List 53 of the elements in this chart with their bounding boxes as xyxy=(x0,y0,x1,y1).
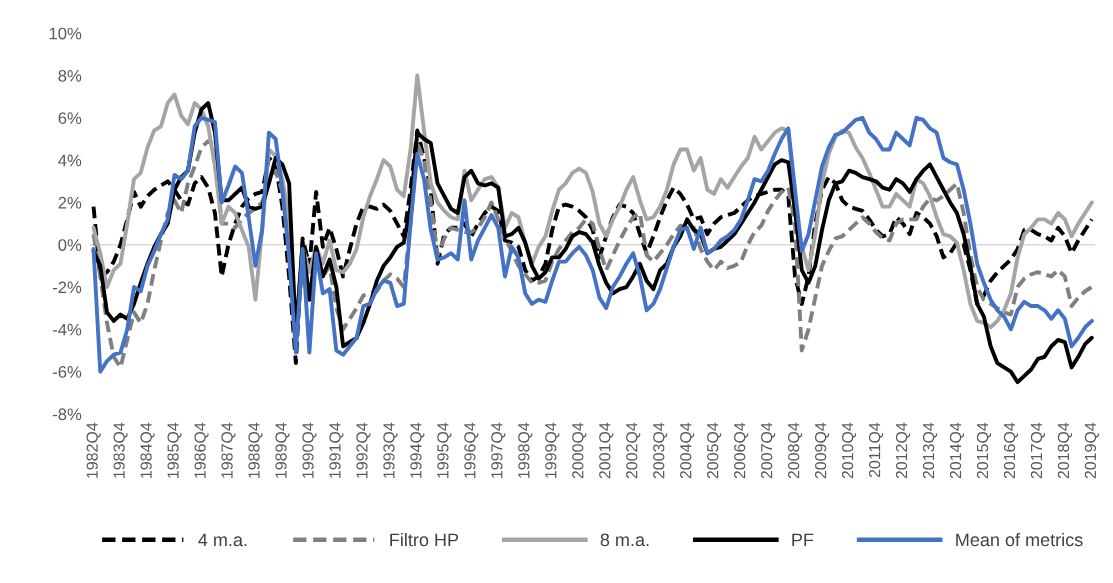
x-tick-label: 1982Q4 xyxy=(86,422,101,478)
x-tick-label: 1999Q4 xyxy=(545,422,560,478)
x-tick-label: 2001Q4 xyxy=(599,422,614,479)
x-tick-label: 2019Q4 xyxy=(1084,422,1099,479)
y-tick-label: -4% xyxy=(52,323,82,336)
x-tick-label: 2002Q4 xyxy=(626,422,641,479)
legend-label: 4 m.a. xyxy=(198,533,247,547)
x-tick-label: 2018Q4 xyxy=(1057,422,1072,479)
y-tick-label: 4% xyxy=(58,154,82,167)
x-tick-label: 2009Q4 xyxy=(814,422,830,479)
x-tick-label: 1989Q4 xyxy=(275,422,290,478)
legend-label: Mean of metrics xyxy=(956,532,1083,547)
x-tick-label: 2012Q4 xyxy=(895,422,911,479)
y-tick-label: 6% xyxy=(58,112,82,125)
x-tick-label: 2006Q4 xyxy=(734,422,749,479)
x-tick-label: 2011Q4 xyxy=(868,422,884,478)
legend-label: Filtro HP xyxy=(390,532,459,547)
x-tick-label: 1992Q4 xyxy=(356,422,371,478)
x-tick-label: 2013Q4 xyxy=(922,422,938,479)
legend-label: 8 m.a. xyxy=(600,533,649,547)
x-tick-label: 2000Q4 xyxy=(572,422,587,479)
x-tick-label: 1998Q4 xyxy=(518,422,533,478)
x-tick-label: 1993Q4 xyxy=(383,422,398,478)
x-tick-label: 1988Q4 xyxy=(248,422,263,478)
y-tick-label: 8% xyxy=(58,69,82,82)
x-tick-label: 2014Q4 xyxy=(949,422,965,479)
x-tick-label: 1985Q4 xyxy=(167,422,182,478)
y-tick-label: -8% xyxy=(52,408,82,421)
x-tick-label: 1990Q4 xyxy=(302,422,317,478)
x-tick-label: 1994Q4 xyxy=(410,422,425,478)
x-tick-label: 1983Q4 xyxy=(113,422,128,478)
x-tick-label: 2005Q4 xyxy=(707,422,722,479)
y-tick-label: 0% xyxy=(58,239,82,251)
y-tick-label: -6% xyxy=(52,366,82,378)
x-tick-label: 1986Q4 xyxy=(194,422,209,478)
x-tick-label: 1984Q4 xyxy=(140,422,155,478)
x-tick-label: 2007Q4 xyxy=(761,422,776,479)
x-tick-label: 2016Q4 xyxy=(1003,422,1019,479)
x-tick-label: 2008Q4 xyxy=(788,422,803,479)
x-tick-label: 1995Q4 xyxy=(437,422,452,478)
y-tick-label: -2% xyxy=(52,281,82,294)
x-tick-label: 1997Q4 xyxy=(491,422,506,478)
x-tick-label: 2004Q4 xyxy=(680,422,695,479)
x-tick-label: 2010Q4 xyxy=(841,422,857,479)
x-tick-label: 1991Q4 xyxy=(329,422,344,478)
y-tick-label: 10% xyxy=(49,27,82,40)
x-tick-label: 2017Q4 xyxy=(1030,422,1046,479)
x-tick-label: 1996Q4 xyxy=(464,422,479,478)
y-tick-label: 2% xyxy=(58,196,82,209)
x-tick-label: 1987Q4 xyxy=(221,422,236,478)
legend-label: PF xyxy=(792,533,814,547)
x-tick-label: 2003Q4 xyxy=(653,422,668,479)
x-tick-label: 2015Q4 xyxy=(976,422,992,479)
